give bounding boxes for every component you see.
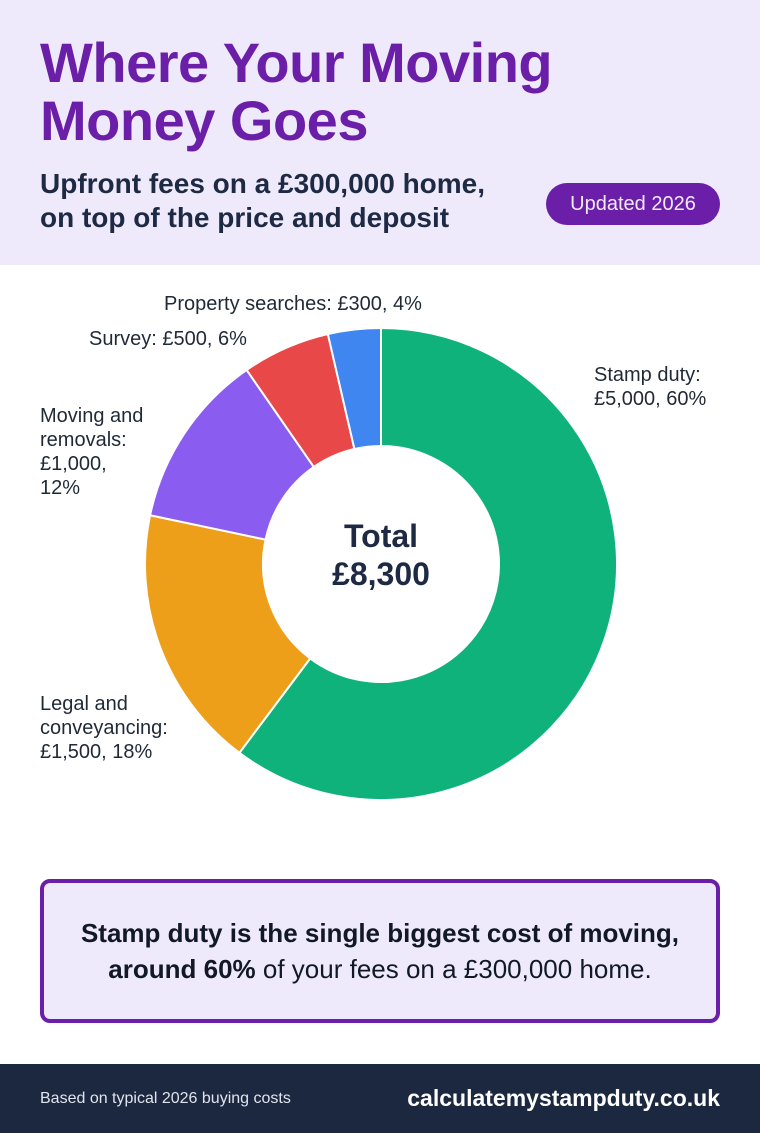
center-total-label: Total [344,518,418,554]
label-stamp-duty-line: Stamp duty: [594,364,701,386]
slice-legal-and-conveyancing [144,514,312,755]
label-stamp-duty-line: £5,000, 60% [594,388,707,410]
updated-badge: Updated 2026 [546,183,720,225]
subtitle-line-2: on top of the price and deposit [40,202,450,233]
callout-line-1-text: Stamp duty is the single biggest cost of… [80,918,680,948]
key-takeaway-box: Stamp duty is the single biggest cost of… [40,879,720,1023]
callout-line-2-rest: of your fees on a £300,000 home. [255,954,652,984]
label-legal-and-conveyancing-line: Legal and [40,693,128,715]
label-legal-and-conveyancing: Legal and conveyancing: £1,500, 18% [40,693,168,763]
footer-site-link[interactable]: calculatemystampduty.co.uk [407,1085,720,1111]
title-line-1: Where Your Moving [40,31,553,94]
label-property-searches-line: Property searches: £300, 4% [164,293,422,315]
label-property-searches: Property searches: £300, 4% [164,293,422,315]
label-legal-and-conveyancing-line: conveyancing: [40,717,168,739]
label-moving-and-removals-line: removals: [40,429,127,451]
page-title: Where Your Moving Money Goes [40,31,553,152]
callout-highlight: around 60% [108,954,256,984]
footer-bar: Based on typical 2026 buying costs calcu… [0,1064,760,1133]
slice-stamp-duty [238,326,618,801]
label-moving-and-removals-line: 12% [40,477,80,499]
callout-line-2: around 60% of your fees on a £300,000 ho… [108,951,651,987]
page-subtitle: Upfront fees on a £300,000 home, on top … [40,167,485,235]
header-banner: Where Your Moving Money Goes Upfront fee… [0,0,760,265]
label-stamp-duty: Stamp duty: £5,000, 60% [594,364,707,410]
center-total-value: £8,300 [332,556,430,592]
footer-source-note: Based on typical 2026 buying costs [40,1090,291,1107]
label-legal-and-conveyancing-line: £1,500, 18% [40,741,153,763]
label-survey: Survey: £500, 6% [89,328,247,350]
label-moving-and-removals-line: Moving and [40,405,143,427]
donut-chart: Stamp duty: £5,000, 60% Legal and conveyanc… [40,293,707,801]
label-moving-and-removals: Moving and removals: £1,000, 12% [40,405,143,499]
label-moving-and-removals-line: £1,000, [40,453,107,475]
label-survey-line: Survey: £500, 6% [89,328,247,350]
donut-slices [144,326,618,801]
title-line-2: Money Goes [40,89,368,152]
subtitle-line-1: Upfront fees on a £300,000 home, [40,168,486,199]
slice-labels: Stamp duty: £5,000, 60% Legal and conveyanc… [40,293,707,763]
slice-property-searches [326,326,382,451]
callout-line-1: Stamp duty is the single biggest cost of… [81,915,679,951]
